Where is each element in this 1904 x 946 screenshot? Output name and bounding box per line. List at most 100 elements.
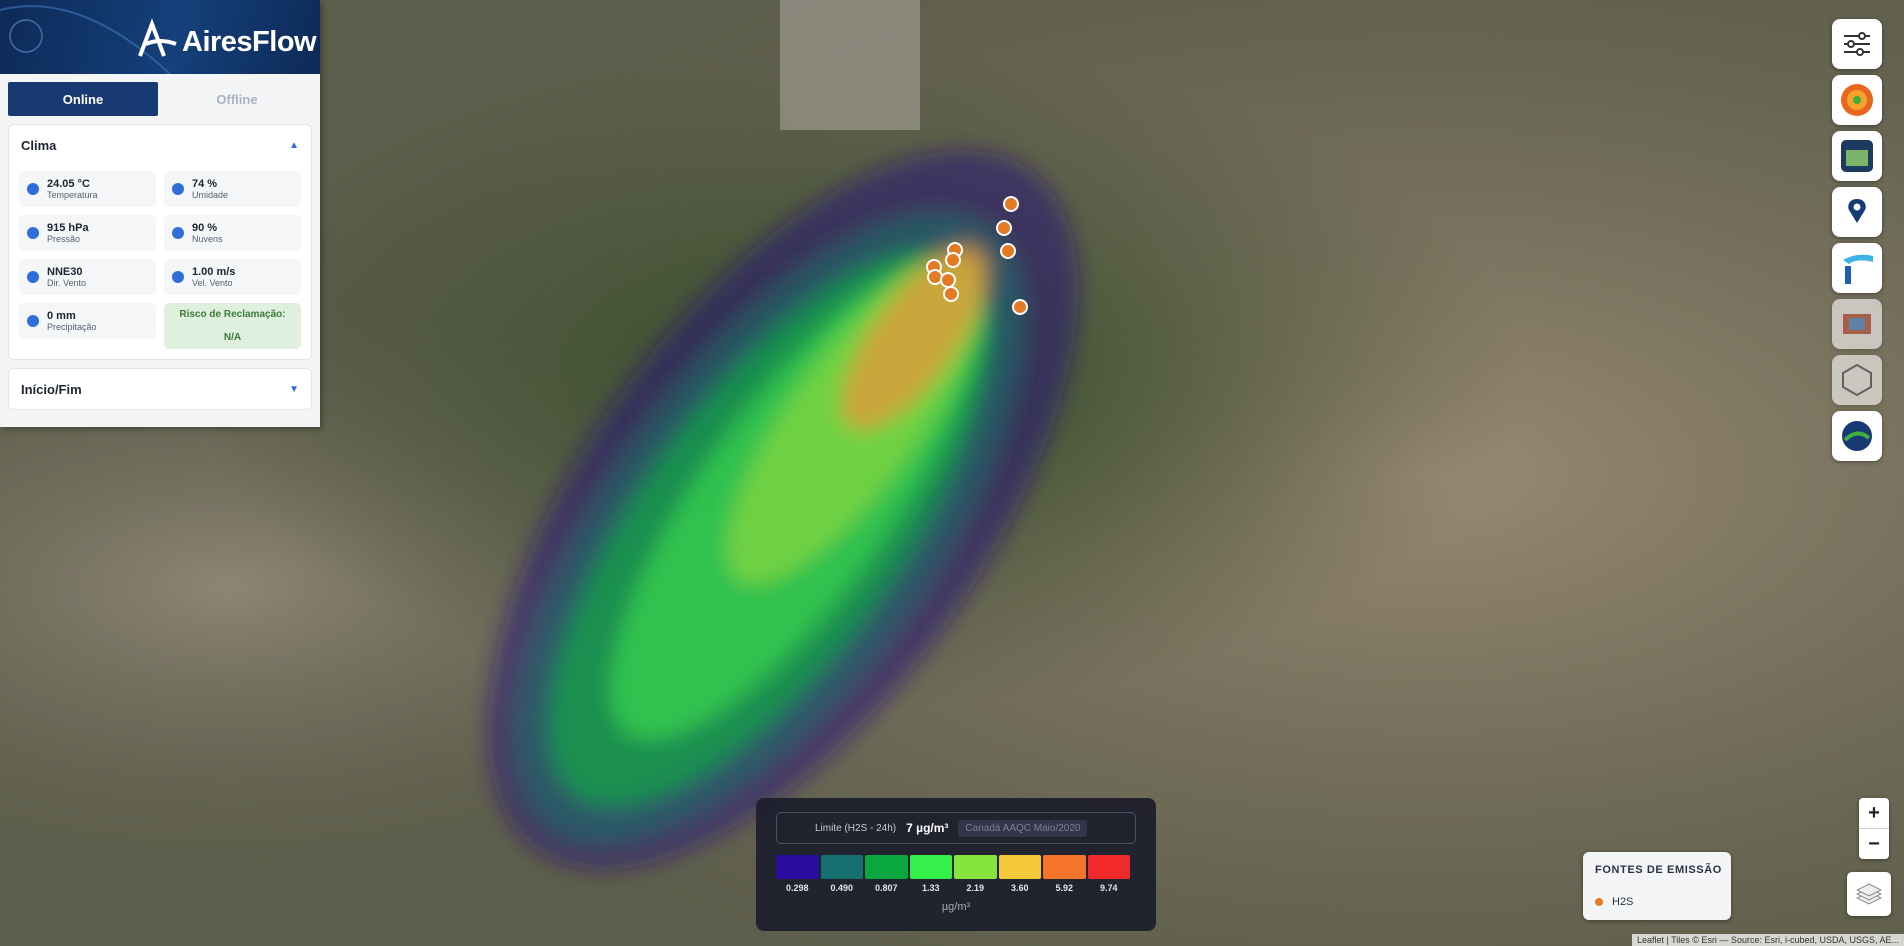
clima-icon bbox=[172, 183, 184, 195]
color-scale: 0.298 0.490 0.807 1.33 2.19 3.60 5.92 9.74 bbox=[776, 855, 1130, 893]
scale-label: 2.19 bbox=[966, 883, 985, 893]
clima-value: 74 % bbox=[192, 178, 218, 190]
scale-step: 0.298 bbox=[776, 855, 819, 893]
scale-label: 0.807 bbox=[874, 883, 898, 893]
brand-name: AiresFlow bbox=[182, 26, 317, 58]
tool-logo[interactable] bbox=[1832, 411, 1882, 461]
clima-value: 1.00 m/s bbox=[192, 266, 236, 278]
tool-heatmap[interactable] bbox=[1832, 299, 1882, 349]
clima-text: 74 % Umidade bbox=[192, 178, 228, 200]
clima-label: Nuvens bbox=[192, 234, 223, 244]
attribution: Leaflet | Tiles © Esri — Source: Esri, i… bbox=[1631, 934, 1904, 946]
zoom-control: + − bbox=[1859, 798, 1889, 859]
icon bbox=[1856, 883, 1882, 905]
clima-value: NNE30 bbox=[47, 266, 83, 278]
clima-label: Dir. Vento bbox=[47, 278, 87, 288]
tool-filters[interactable] bbox=[1832, 19, 1882, 69]
scale-step: 2.19 bbox=[954, 855, 997, 893]
toolbar bbox=[1832, 19, 1882, 467]
scale-step: 0.807 bbox=[865, 855, 908, 893]
clima-icon bbox=[27, 227, 39, 239]
caret: ▼ bbox=[289, 383, 299, 395]
brand-art bbox=[0, 5, 177, 74]
emission-sources: FONTES DE EMISSÃO H2S bbox=[1583, 852, 1731, 920]
clima-value: 915 hPa bbox=[47, 222, 89, 234]
clima-title: Clima bbox=[21, 137, 57, 153]
risk-label: Risco de Reclamação: bbox=[179, 309, 286, 320]
clima-card: Clima ▲ 24.05 °C Temperatura 74 % Umidade 915… bbox=[8, 124, 312, 360]
tab-online[interactable]: Online bbox=[8, 82, 158, 116]
scale-label: 5.92 bbox=[1055, 883, 1074, 893]
scale-swatch bbox=[1087, 855, 1130, 879]
clima-text: 0 mm Precipitação bbox=[47, 310, 97, 332]
clima-text: 915 hPa Pressão bbox=[47, 222, 89, 244]
clima-item: 0 mm Precipitação bbox=[19, 303, 156, 339]
risk-value: N/A bbox=[223, 332, 242, 343]
icon bbox=[1848, 199, 1866, 223]
emission-item[interactable]: H2S bbox=[1595, 896, 1633, 908]
emission-title: FONTES DE EMISSÃO bbox=[1595, 864, 1722, 876]
mode-tabs: Online Offline bbox=[0, 74, 320, 124]
scale-swatch bbox=[776, 855, 819, 879]
clima-value: 0 mm bbox=[47, 310, 76, 322]
period-title: Início/Fim bbox=[21, 381, 82, 397]
limit-value: 7 µg/m³ bbox=[906, 821, 949, 835]
risk-box: Risco de Reclamação: N/A bbox=[164, 303, 301, 349]
tool-odor[interactable] bbox=[1832, 131, 1882, 181]
scale-swatch bbox=[909, 855, 952, 879]
clima-item: 90 % Nuvens bbox=[164, 215, 301, 251]
brand-header: AiresFlow bbox=[0, 0, 320, 74]
clima-value: 90 % bbox=[192, 222, 218, 234]
layers-button[interactable] bbox=[1847, 872, 1891, 916]
clima-label: Umidade bbox=[192, 190, 229, 200]
tool-network[interactable] bbox=[1832, 355, 1882, 405]
scale-swatch bbox=[954, 855, 997, 879]
clima-icon bbox=[172, 271, 184, 283]
period-header[interactable]: Início/Fim ▼ bbox=[9, 369, 311, 409]
tool-location[interactable] bbox=[1832, 187, 1882, 237]
clima-label: Vel. Vento bbox=[192, 278, 233, 288]
icon bbox=[1844, 32, 1870, 56]
emission-dot bbox=[1595, 898, 1603, 906]
clima-item: 74 % Umidade bbox=[164, 171, 301, 207]
scale-swatch bbox=[998, 855, 1041, 879]
scale-unit: µg/m³ bbox=[941, 901, 971, 913]
icon bbox=[1841, 84, 1873, 116]
scale-label: 1.33 bbox=[921, 883, 940, 893]
clima-text: 24.05 °C Temperatura bbox=[47, 178, 98, 200]
clima-value: 24.05 °C bbox=[47, 178, 90, 190]
scale-step: 1.33 bbox=[909, 855, 952, 893]
scale-label: 0.298 bbox=[785, 883, 809, 893]
icon bbox=[1841, 140, 1873, 172]
clima-item: 915 hPa Pressão bbox=[19, 215, 156, 251]
clima-header[interactable]: Clima ▲ bbox=[9, 125, 311, 165]
clima-label: Precipitação bbox=[47, 322, 97, 332]
limit-label: Limite (H2S - 24h) bbox=[815, 822, 897, 834]
clima-label: Pressão bbox=[47, 234, 81, 244]
scale-swatch bbox=[865, 855, 908, 879]
clima-item: NNE30 Dir. Vento bbox=[19, 259, 156, 295]
clima-text: NNE30 Dir. Vento bbox=[47, 266, 86, 288]
clima-icon bbox=[27, 315, 39, 327]
scale-step: 5.92 bbox=[1043, 855, 1086, 893]
tool-plume[interactable] bbox=[1832, 75, 1882, 125]
scale-label: 9.74 bbox=[1099, 883, 1118, 893]
scale-step: 3.60 bbox=[998, 855, 1041, 893]
tab-offline[interactable]: Offline bbox=[162, 82, 312, 116]
clima-grid: 24.05 °C Temperatura 74 % Umidade 915 hPa Pre… bbox=[9, 165, 311, 359]
emission-label: H2S bbox=[1612, 896, 1634, 908]
zoom-in[interactable]: + bbox=[1868, 801, 1880, 824]
scale-step: 9.74 bbox=[1087, 855, 1130, 893]
zoom-out[interactable]: − bbox=[1859, 828, 1889, 859]
caret: ▲ bbox=[289, 139, 299, 151]
limit-box: Limite (H2S - 24h) 7 µg/m³ Canadá AAQC M… bbox=[776, 812, 1136, 844]
scale-label: 0.490 bbox=[830, 883, 854, 893]
scale-label: 3.60 bbox=[1010, 883, 1029, 893]
clima-icon bbox=[27, 271, 39, 283]
clima-item: 1.00 m/s Vel. Vento bbox=[164, 259, 301, 295]
clima-icon bbox=[27, 183, 39, 195]
icon bbox=[1843, 254, 1873, 284]
tool-stack[interactable] bbox=[1832, 243, 1882, 293]
